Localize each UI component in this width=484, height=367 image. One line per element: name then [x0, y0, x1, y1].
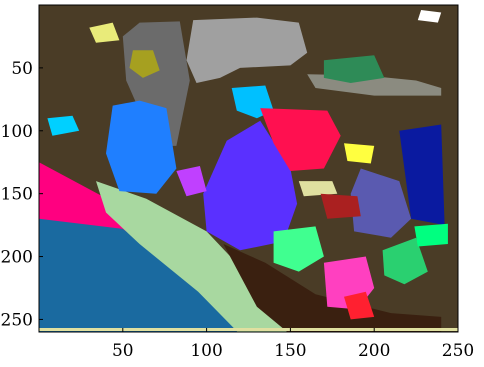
plot-frame [38, 4, 459, 333]
x-tick-label: 150 [274, 341, 306, 361]
segment-region-10 [39, 218, 255, 332]
bottom-border-stripe [39, 328, 458, 331]
y-tick-label: 150 [1, 185, 33, 205]
segment-region-17 [399, 124, 445, 226]
segment-region-12 [223, 244, 442, 332]
y-tick-label: 200 [1, 248, 33, 268]
segment-region-5 [89, 22, 120, 43]
x-axis: 50 100 150 200 250 [112, 328, 474, 361]
segment-region-21 [344, 143, 375, 164]
x-tick-label: 100 [190, 341, 222, 361]
segment-region-23 [320, 193, 361, 219]
segment-region-15 [260, 108, 341, 171]
segment-region-25 [176, 166, 207, 197]
x-tick-label: 200 [358, 341, 390, 361]
x-tick-label: 50 [112, 341, 134, 361]
segment-region-13 [106, 100, 177, 194]
segment-region-19 [273, 226, 324, 272]
segment-region-2 [186, 17, 308, 84]
segment-region-20 [382, 237, 428, 285]
y-tick-label: 100 [1, 122, 33, 142]
segment-region-22 [298, 181, 338, 197]
segment-region-4 [417, 10, 442, 23]
segment-region-11 [96, 181, 289, 332]
y-tick-label: 250 [1, 310, 33, 330]
segment-region-7 [323, 55, 385, 83]
segment-region-6 [129, 50, 160, 78]
x-tick-label: 250 [442, 341, 474, 361]
segment-region-24 [344, 291, 375, 320]
y-axis: 50 100 150 200 250 [1, 59, 43, 330]
segment-region-14 [203, 120, 298, 251]
segment-region-26 [47, 115, 80, 136]
segmentation-image [39, 5, 458, 332]
segment-region-27 [414, 223, 448, 247]
segment-region-16 [350, 168, 412, 238]
y-tick-label: 50 [11, 59, 33, 79]
